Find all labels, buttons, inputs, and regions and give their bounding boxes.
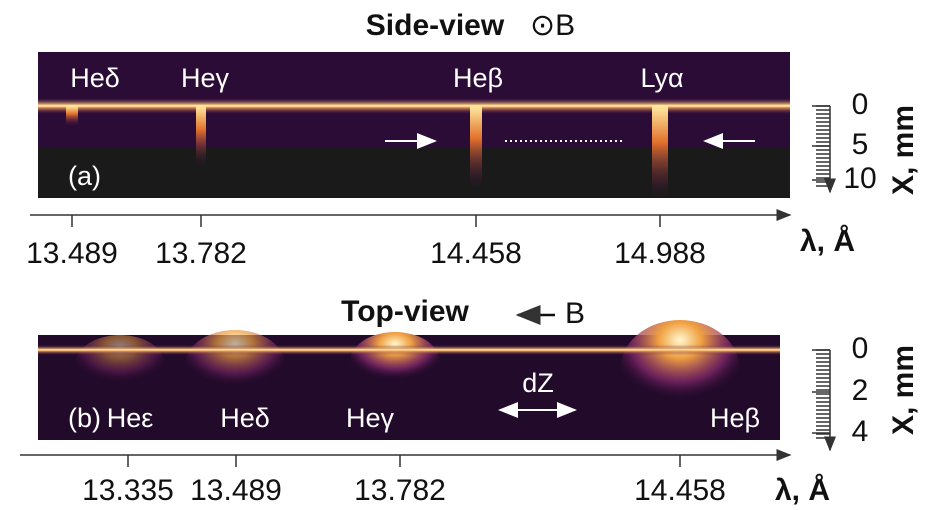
panel-label: (b) [68,403,101,433]
y-tick-label: 5 [852,128,869,161]
line-label: Heγ [346,403,395,433]
emission-band [38,98,790,114]
y-tick-label: 0 [852,332,869,365]
line-label: Heγ [181,63,230,93]
line-label: Lyα [640,63,683,93]
spikes [66,106,668,198]
x-tick-label: 13.335 [82,474,174,507]
gap-label: dZ [522,368,554,398]
y-tick-label: 4 [852,415,869,448]
field-label: ⊙B [530,9,575,42]
spectrum-image [38,148,790,198]
x-tick-label: 14.458 [430,237,522,270]
line-label: Heδ [220,403,270,433]
depth-label: X, mm [887,345,920,435]
x-tick-label: 13.782 [354,474,446,507]
depth-label: X, mm [887,105,920,195]
line-label: Heε [107,403,154,433]
x-tick-label: 13.489 [26,237,118,270]
emission-band [38,345,780,355]
wavelength-label: λ, Å [775,474,830,507]
y-tick-label: 2 [852,374,869,407]
line-label: Heβ [453,63,503,93]
wavelength-label: λ, Å [800,225,855,258]
x-tick-label: 13.782 [155,237,247,270]
y-tick-label: 0 [852,88,869,121]
panel-title: Side-view [366,9,505,42]
line-label: Heδ [70,63,120,93]
y-tick-label: 10 [843,162,876,195]
x-tick-label: 14.988 [614,237,706,270]
x-tick-label: 14.458 [634,474,726,507]
panel-title: Top-view [341,295,469,328]
x-tick-label: 13.489 [190,474,282,507]
panel-label: (a) [68,161,101,191]
line-label: Heβ [710,403,760,433]
field-label: B [565,297,585,330]
